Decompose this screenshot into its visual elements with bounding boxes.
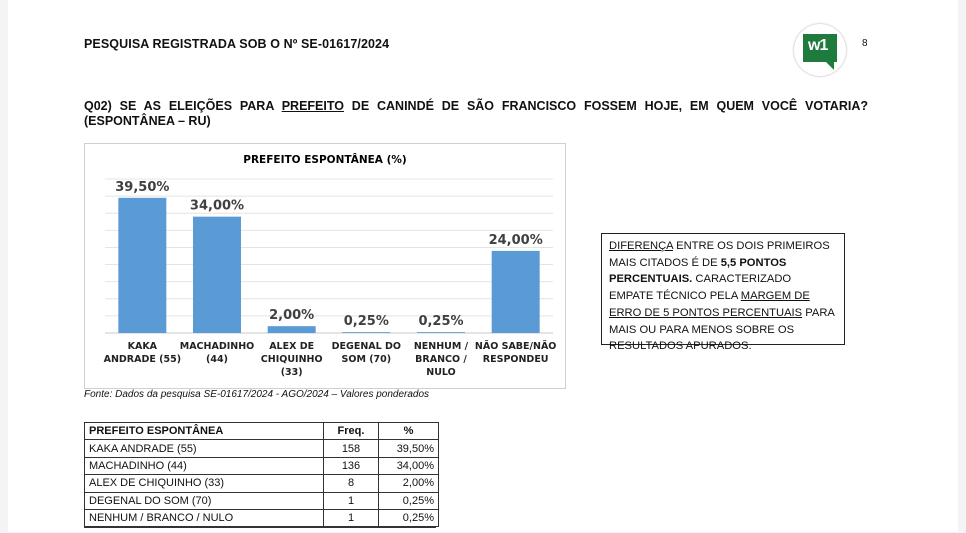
table-row: DEGENAL DO SOM (70) 1 0,25% — [84, 491, 439, 510]
category-label: KAKA — [128, 341, 158, 352]
table-header-row: PREFEITO ESPONTÂNEA Freq. % — [84, 421, 439, 441]
page-number: 8 — [862, 38, 868, 49]
question-text: Q02) SE AS ELEIÇÕES PARA PREFEITO DE CAN… — [84, 99, 868, 113]
logo-text: w1 — [808, 37, 828, 54]
category-label: (33) — [281, 367, 303, 378]
table-header-freq: Freq. — [323, 421, 379, 441]
cell-candidate: MACHADINHO (44) — [84, 456, 324, 476]
category-label: ANDRADE (55) — [104, 354, 181, 365]
cell-percent: 0,25% — [378, 508, 439, 528]
margin-note-box: DIFERENÇA ENTRE OS DOIS PRIMEIROS MAIS C… — [601, 233, 845, 352]
table-header-percent: % — [378, 421, 439, 441]
chart-title: PREFEITO ESPONTÂNEA (%) — [243, 153, 406, 166]
cell-percent: 0,25% — [378, 491, 439, 510]
bar-chart: PREFEITO ESPONTÂNEA (%) 39,50% KAKA ANDRADE… — [104, 153, 557, 378]
data-label: 34,00% — [190, 199, 244, 214]
data-label: 0,25% — [344, 314, 389, 329]
category-label: NÃO SABE/NÃO — [475, 341, 556, 352]
data-label: 2,00% — [269, 308, 314, 323]
cell-percent: 2,00% — [378, 474, 439, 493]
data-label: 39,50% — [115, 180, 169, 195]
category-label: NULO — [426, 367, 455, 378]
data-label: 24,00% — [489, 233, 543, 248]
document-page: PESQUISA REGISTRADA SOB O Nº SE-01617/20… — [8, 0, 958, 532]
source-note: Fonte: Dados da pesquisa SE-01617/2024 -… — [84, 389, 430, 400]
category-label: NENHUM / — [414, 341, 469, 352]
data-label: 0,25% — [418, 314, 463, 329]
bar — [491, 250, 540, 333]
chart-container: PREFEITO ESPONTÂNEA (%) 39,50% KAKA ANDRADE… — [84, 143, 566, 389]
table-continuation — [84, 527, 436, 533]
cell-percent: 39,50% — [378, 439, 439, 458]
bar — [342, 332, 391, 333]
category-label: CHIQUINHO — [261, 354, 323, 365]
table-body: KAKA ANDRADE (55) 158 39,50% MACHADINHO (44… — [84, 439, 439, 528]
company-logo: w1 — [794, 24, 846, 76]
category-label: BRANCO / — [415, 354, 467, 365]
bar — [417, 332, 465, 333]
category-label: DEGENAL DO — [332, 341, 401, 352]
cell-candidate: ALEX DE CHIQUINHO (33) — [84, 474, 324, 493]
cell-freq: 158 — [323, 439, 379, 458]
registration-header: PESQUISA REGISTRADA SOB O Nº SE-01617/20… — [84, 37, 390, 51]
cell-freq: 8 — [323, 474, 379, 493]
bar — [118, 197, 167, 333]
bar — [267, 326, 316, 333]
cell-percent: 34,00% — [378, 456, 439, 476]
cell-candidate: DEGENAL DO SOM (70) — [84, 491, 324, 510]
table-row: MACHADINHO (44) 136 34,00% — [84, 456, 439, 476]
frequency-table: PREFEITO ESPONTÂNEA Freq. % KAKA ANDRADE… — [84, 421, 439, 528]
category-label: SOM (70) — [342, 354, 392, 365]
category-label: MACHADINHO — [180, 341, 254, 352]
category-label: RESPONDEU — [483, 354, 549, 365]
cell-candidate: NENHUM / BRANCO / NULO — [84, 508, 324, 528]
bar — [193, 216, 241, 333]
question-subtitle: (ESPONTÂNEA – RU) — [84, 114, 211, 128]
cell-freq: 1 — [323, 508, 379, 528]
cell-candidate: KAKA ANDRADE (55) — [84, 439, 324, 458]
category-label: ALEX DE — [269, 341, 314, 352]
table-row: KAKA ANDRADE (55) 158 39,50% — [84, 439, 439, 458]
table-row: ALEX DE CHIQUINHO (33) 8 2,00% — [84, 474, 439, 493]
table-header-candidate: PREFEITO ESPONTÂNEA — [84, 421, 324, 441]
category-label: (44) — [206, 354, 228, 365]
cell-freq: 136 — [323, 456, 379, 476]
table-row: NENHUM / BRANCO / NULO 1 0,25% — [84, 508, 439, 528]
cell-freq: 1 — [323, 491, 379, 510]
